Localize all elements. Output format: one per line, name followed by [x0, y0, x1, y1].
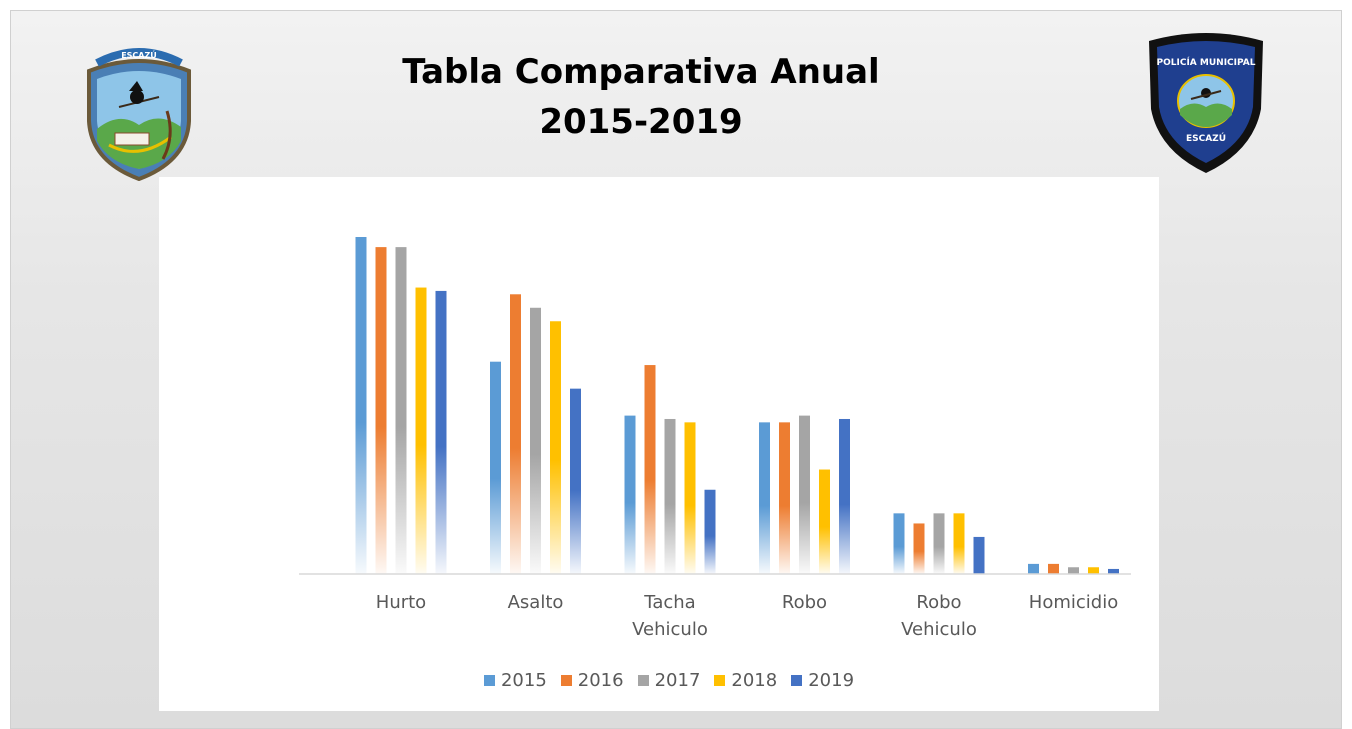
bar-2019-tacha-vehiculo: [704, 489, 716, 574]
category-label-line: Tacha: [644, 592, 696, 613]
category-label-line: Vehiculo: [901, 619, 977, 640]
category-label: Robo: [745, 589, 865, 616]
bar-2015-robo: [759, 422, 770, 574]
bar-2016-robo-vehiculo: [913, 523, 925, 574]
policia-municipal-badge-logo: POLICÍA MUNICIPAL ESCAZÚ: [1143, 29, 1269, 175]
bar-2019-homicidio: [1108, 568, 1119, 574]
bar-2015-asalto: [490, 361, 501, 574]
badge-bottom-text: ESCAZÚ: [1186, 132, 1226, 144]
category-label: Robo Vehiculo: [879, 589, 999, 643]
crest-text: ESCAZÚ: [121, 49, 157, 60]
legend-swatch: [560, 674, 572, 686]
category-label: Tacha Vehiculo: [610, 589, 730, 643]
category-label: Hurto: [341, 589, 461, 616]
bar-2017-asalto: [530, 307, 541, 574]
bar-2019-robo-vehiculo: [973, 536, 985, 574]
legend-label: 2018: [731, 669, 778, 691]
bar-2019-hurto: [435, 290, 447, 574]
bar-2017-tacha-vehiculo: [664, 418, 676, 574]
bar-2017-robo: [799, 415, 810, 574]
bar-2018-homicidio: [1088, 567, 1099, 574]
bar-2018-asalto: [550, 321, 561, 574]
bar-2018-tacha-vehiculo: [684, 422, 696, 574]
category-label-line: Vehiculo: [632, 619, 708, 640]
legend: 2015 2016 2017 2018 2019: [449, 665, 889, 695]
bar-2015-robo-vehiculo: [893, 513, 905, 574]
legend-item-2015: 2015: [483, 669, 547, 691]
category-label: Homicidio: [1014, 589, 1134, 616]
bar-2018-robo: [819, 469, 830, 574]
legend-item-2018: 2018: [714, 670, 777, 691]
category-label-line: Robo: [916, 592, 962, 613]
legend-item-2017: 2017: [637, 669, 701, 691]
legend-swatch: [714, 674, 726, 686]
bar-2019-robo: [839, 418, 850, 574]
badge-top-text: POLICÍA MUNICIPAL: [1157, 56, 1256, 68]
legend-swatch: [791, 674, 803, 686]
legend-swatch: [637, 674, 649, 686]
bar-2017-hurto: [395, 247, 407, 575]
category-label-line: Hurto: [375, 592, 427, 613]
legend-label: 2016: [577, 669, 624, 691]
bar-2017-robo-vehiculo: [933, 513, 945, 574]
title-line-2: 2015-2019: [539, 102, 743, 142]
bars-group: [355, 237, 1119, 575]
category-label-line: Homicidio: [1028, 592, 1119, 613]
chart-plot-area: Hurto Asalto Tacha Vehiculo Robo Robo Vehiculo…: [159, 177, 1159, 711]
bar-2015-tacha-vehiculo: [624, 415, 636, 574]
legend-label: 2015: [500, 669, 547, 691]
bar-2016-hurto: [375, 247, 387, 575]
bar-2018-hurto: [415, 287, 427, 574]
bar-2015-hurto: [355, 237, 367, 574]
page-title: Tabla Comparativa Anual 2015-2019: [311, 47, 971, 147]
category-label-line: Asalto: [507, 592, 564, 613]
bar-2016-asalto: [510, 294, 521, 574]
bar-2016-tacha-vehiculo: [644, 365, 656, 574]
bar-2018-robo-vehiculo: [953, 513, 965, 574]
bar-2019-asalto: [570, 388, 581, 574]
bar-chart: [299, 237, 1131, 575]
category-label: Asalto: [476, 589, 596, 616]
legend-label: 2017: [654, 669, 701, 691]
bar-2015-homicidio: [1028, 563, 1039, 574]
legend-label: 2019: [808, 669, 855, 691]
title-line-1: Tabla Comparativa Anual: [402, 52, 880, 92]
slide: ESCAZÚ Tabla Comparativa Anual 2015-2019…: [10, 10, 1342, 729]
escazu-crest-logo: ESCAZÚ: [79, 41, 199, 182]
bar-2017-homicidio: [1068, 567, 1079, 574]
legend-item-2016: 2016: [560, 669, 624, 691]
legend-swatch: [483, 674, 495, 686]
category-label-line: Robo: [781, 592, 828, 613]
legend-item-2019: 2019: [791, 670, 854, 691]
bar-2016-robo: [779, 422, 790, 574]
bar-2016-homicidio: [1048, 563, 1059, 574]
